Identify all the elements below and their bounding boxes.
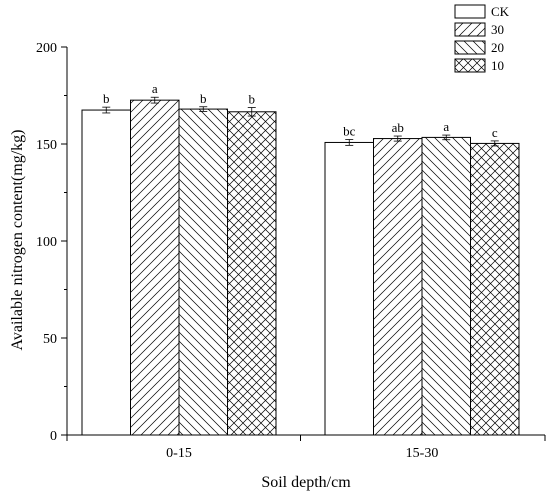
significance-label: ab	[392, 120, 404, 135]
bar	[227, 111, 277, 436]
bar	[324, 141, 374, 436]
x-tick-label: 0-15	[166, 446, 192, 461]
legend: CK 30 20 10	[454, 4, 510, 73]
bar	[373, 138, 423, 436]
x-tick-label: 15-30	[406, 446, 439, 461]
significance-label: bc	[343, 124, 356, 139]
legend-swatch	[454, 4, 486, 19]
legend-label: 30	[491, 22, 504, 37]
y-axis-title: Available nitrogen content(mg/kg)	[9, 130, 26, 351]
significance-label: b	[249, 92, 256, 107]
legend-swatch	[454, 58, 486, 73]
bar	[81, 109, 131, 436]
axes-layer: 0 50 100 150 200 0-15 15-30	[36, 41, 546, 461]
legend-swatch	[454, 40, 486, 55]
legend-label: CK	[491, 4, 510, 19]
x-axis-title: Soil depth/cm	[261, 474, 351, 491]
bar	[470, 142, 520, 436]
bars-layer: bab bbc ab a c	[81, 81, 520, 436]
legend-label: 20	[491, 40, 504, 55]
bar	[130, 99, 180, 436]
significance-label: a	[443, 119, 449, 134]
y-tick-label: 150	[36, 138, 57, 153]
legend-swatch	[454, 22, 486, 37]
significance-label: c	[492, 125, 498, 140]
y-tick-label: 100	[36, 235, 57, 250]
bar	[178, 108, 228, 436]
legend-label: 10	[491, 58, 504, 73]
y-tick-label: 50	[43, 332, 57, 347]
y-tick-label: 200	[36, 41, 57, 56]
bar	[421, 136, 471, 436]
significance-label: a	[152, 81, 158, 96]
significance-label: b	[200, 91, 207, 106]
significance-label: b	[103, 91, 110, 106]
y-tick-label: 0	[50, 429, 57, 444]
